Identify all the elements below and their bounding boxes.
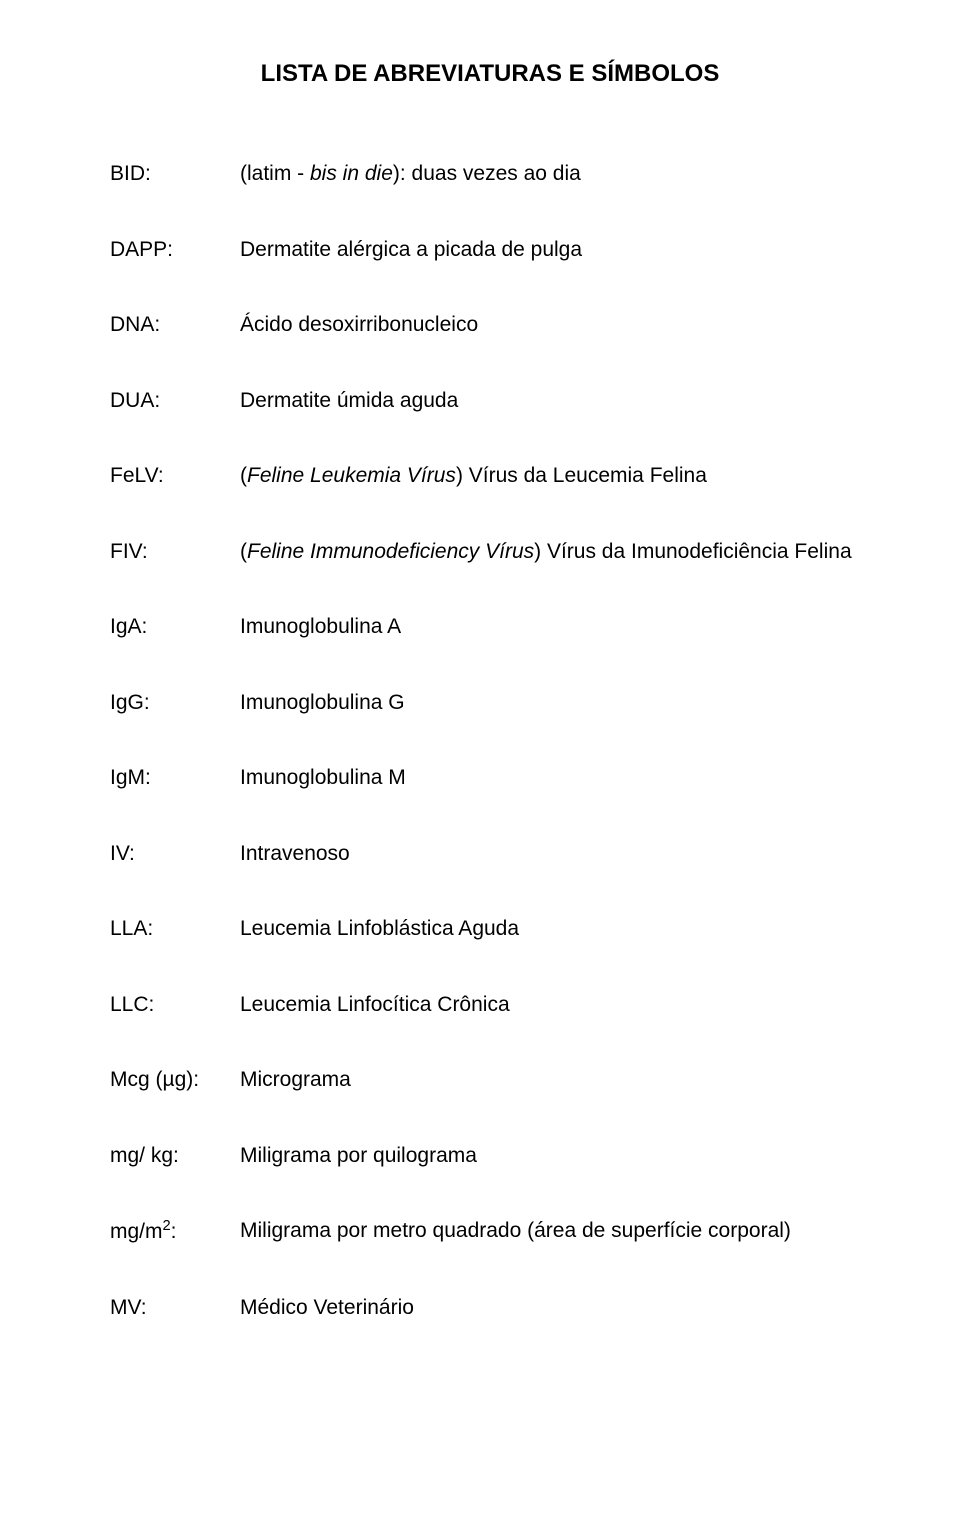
abbreviation-term: Mcg (µg):	[110, 1064, 240, 1096]
abbreviation-entry: IV:Intravenoso	[110, 838, 870, 870]
abbreviation-term: IV:	[110, 838, 240, 870]
abbreviation-entry: IgM:Imunoglobulina M	[110, 762, 870, 794]
abbreviation-definition: Ácido desoxirribonucleico	[240, 309, 870, 341]
abbreviation-entry: LLC:Leucemia Linfocítica Crônica	[110, 989, 870, 1021]
abbreviation-term: mg/ kg:	[110, 1140, 240, 1172]
abbreviation-entry: MV:Médico Veterinário	[110, 1292, 870, 1324]
abbreviation-entry: FeLV:(Feline Leukemia Vírus) Vírus da Le…	[110, 460, 870, 492]
abbreviation-term: FeLV:	[110, 460, 240, 492]
abbreviation-definition: (Feline Immunodeficiency Vírus) Vírus da…	[240, 536, 870, 568]
abbreviation-term: FIV:	[110, 536, 240, 568]
abbreviation-entry: FIV:(Feline Immunodeficiency Vírus) Víru…	[110, 536, 870, 568]
definition-suffix: ) Vírus da Leucemia Felina	[456, 464, 707, 487]
abbreviation-term: DUA:	[110, 385, 240, 417]
abbreviation-definition: (latim - bis in die): duas vezes ao dia	[240, 158, 870, 190]
abbreviation-entry: Mcg (µg):Micrograma	[110, 1064, 870, 1096]
definition-prefix: (	[240, 464, 247, 487]
abbreviations-list: BID:(latim - bis in die): duas vezes ao …	[110, 158, 870, 1323]
abbreviation-term: mg/m2:	[110, 1215, 240, 1248]
abbreviation-entry: DNA:Ácido desoxirribonucleico	[110, 309, 870, 341]
definition-prefix: (latim -	[240, 162, 310, 185]
definition-suffix: ) Vírus da Imunodeficiência Felina	[534, 540, 852, 563]
abbreviation-definition: Leucemia Linfocítica Crônica	[240, 989, 870, 1021]
abbreviation-term: MV:	[110, 1292, 240, 1324]
abbreviation-definition: Leucemia Linfoblástica Aguda	[240, 913, 870, 945]
definition-prefix: (	[240, 540, 247, 563]
definition-italic: bis in die	[310, 162, 393, 185]
abbreviation-definition: (Feline Leukemia Vírus) Vírus da Leucemi…	[240, 460, 870, 492]
abbreviation-definition: Miligrama por metro quadrado (área de su…	[240, 1215, 870, 1248]
definition-suffix: ): duas vezes ao dia	[393, 162, 581, 185]
abbreviation-definition: Miligrama por quilograma	[240, 1140, 870, 1172]
abbreviation-entry: LLA:Leucemia Linfoblástica Aguda	[110, 913, 870, 945]
page-title: LISTA DE ABREVIATURAS E SÍMBOLOS	[110, 60, 870, 88]
abbreviation-entry: DAPP:Dermatite alérgica a picada de pulg…	[110, 234, 870, 266]
abbreviation-definition: Imunoglobulina G	[240, 687, 870, 719]
abbreviation-definition: Intravenoso	[240, 838, 870, 870]
definition-italic: Feline Immunodeficiency Vírus	[247, 540, 534, 563]
abbreviation-term: DAPP:	[110, 234, 240, 266]
abbreviation-definition: Imunoglobulina M	[240, 762, 870, 794]
abbreviation-entry: IgA:Imunoglobulina A	[110, 611, 870, 643]
abbreviation-term: IgM:	[110, 762, 240, 794]
abbreviation-term: LLC:	[110, 989, 240, 1021]
definition-italic: Feline Leukemia Vírus	[247, 464, 456, 487]
abbreviation-entry: IgG:Imunoglobulina G	[110, 687, 870, 719]
abbreviation-definition: Imunoglobulina A	[240, 611, 870, 643]
abbreviation-term: DNA:	[110, 309, 240, 341]
abbreviation-entry: BID:(latim - bis in die): duas vezes ao …	[110, 158, 870, 190]
abbreviation-definition: Dermatite alérgica a picada de pulga	[240, 234, 870, 266]
abbreviation-entry: DUA:Dermatite úmida aguda	[110, 385, 870, 417]
abbreviation-term: BID:	[110, 158, 240, 190]
abbreviation-term: LLA:	[110, 913, 240, 945]
abbreviation-definition: Dermatite úmida aguda	[240, 385, 870, 417]
abbreviation-entry: mg/ kg:Miligrama por quilograma	[110, 1140, 870, 1172]
abbreviation-definition: Médico Veterinário	[240, 1292, 870, 1324]
abbreviation-entry: mg/m2:Miligrama por metro quadrado (área…	[110, 1215, 870, 1248]
abbreviation-term: IgG:	[110, 687, 240, 719]
abbreviation-definition: Micrograma	[240, 1064, 870, 1096]
abbreviation-term: IgA:	[110, 611, 240, 643]
